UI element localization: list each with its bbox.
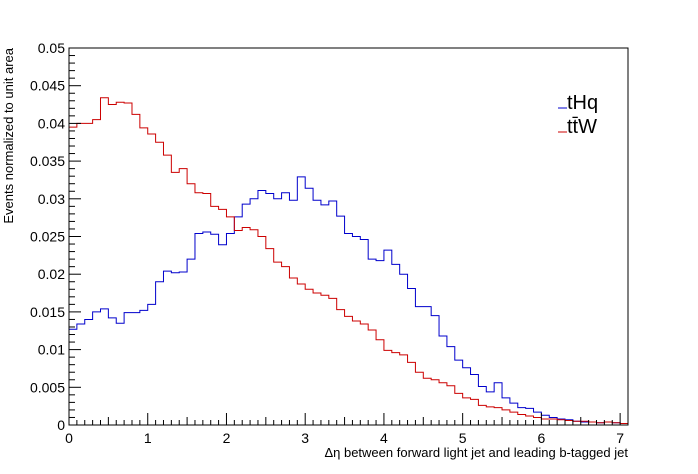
y-tick-label: 0.035: [30, 153, 65, 169]
x-tick-label: 1: [144, 430, 152, 446]
histogram-line: [69, 176, 628, 424]
x-tick-label: 4: [380, 430, 388, 446]
tick-layer: 0 1 2 3 4 5 6 7 0 0.005 0.01 0.015 0.02 0.025 0.03 0.03…: [30, 40, 629, 446]
series-thq: [69, 176, 628, 424]
y-tick-label: 0.02: [38, 266, 65, 282]
y-tick-label: 0: [57, 417, 65, 433]
y-tick-label: 0.03: [38, 191, 65, 207]
y-axis-title: Events normalized to unit area: [1, 47, 16, 223]
y-tick-label: 0.04: [38, 115, 65, 131]
x-axis-title: Δη between forward light jet and leading…: [324, 445, 628, 460]
x-tick-label: 7: [616, 430, 624, 446]
x-tick-label: 3: [301, 430, 309, 446]
y-tick-label: 0.025: [30, 229, 65, 245]
legend-label: tHq: [567, 92, 598, 114]
x-tick-label: 6: [537, 430, 545, 446]
y-tick-label: 0.005: [30, 379, 65, 395]
y-tick-label: 0.045: [30, 78, 65, 94]
x-tick-label: 5: [459, 430, 467, 446]
series-layer: [69, 97, 628, 424]
histogram-line: [69, 97, 628, 424]
x-tick-label: 2: [223, 430, 231, 446]
series-ttw: [69, 97, 628, 424]
x-tick-label: 0: [65, 430, 73, 446]
y-tick-label: 0.015: [30, 304, 65, 320]
y-tick-label: 0.05: [38, 40, 65, 56]
y-tick-label: 0.01: [38, 342, 65, 358]
legend-label: tt̄W: [567, 116, 597, 138]
